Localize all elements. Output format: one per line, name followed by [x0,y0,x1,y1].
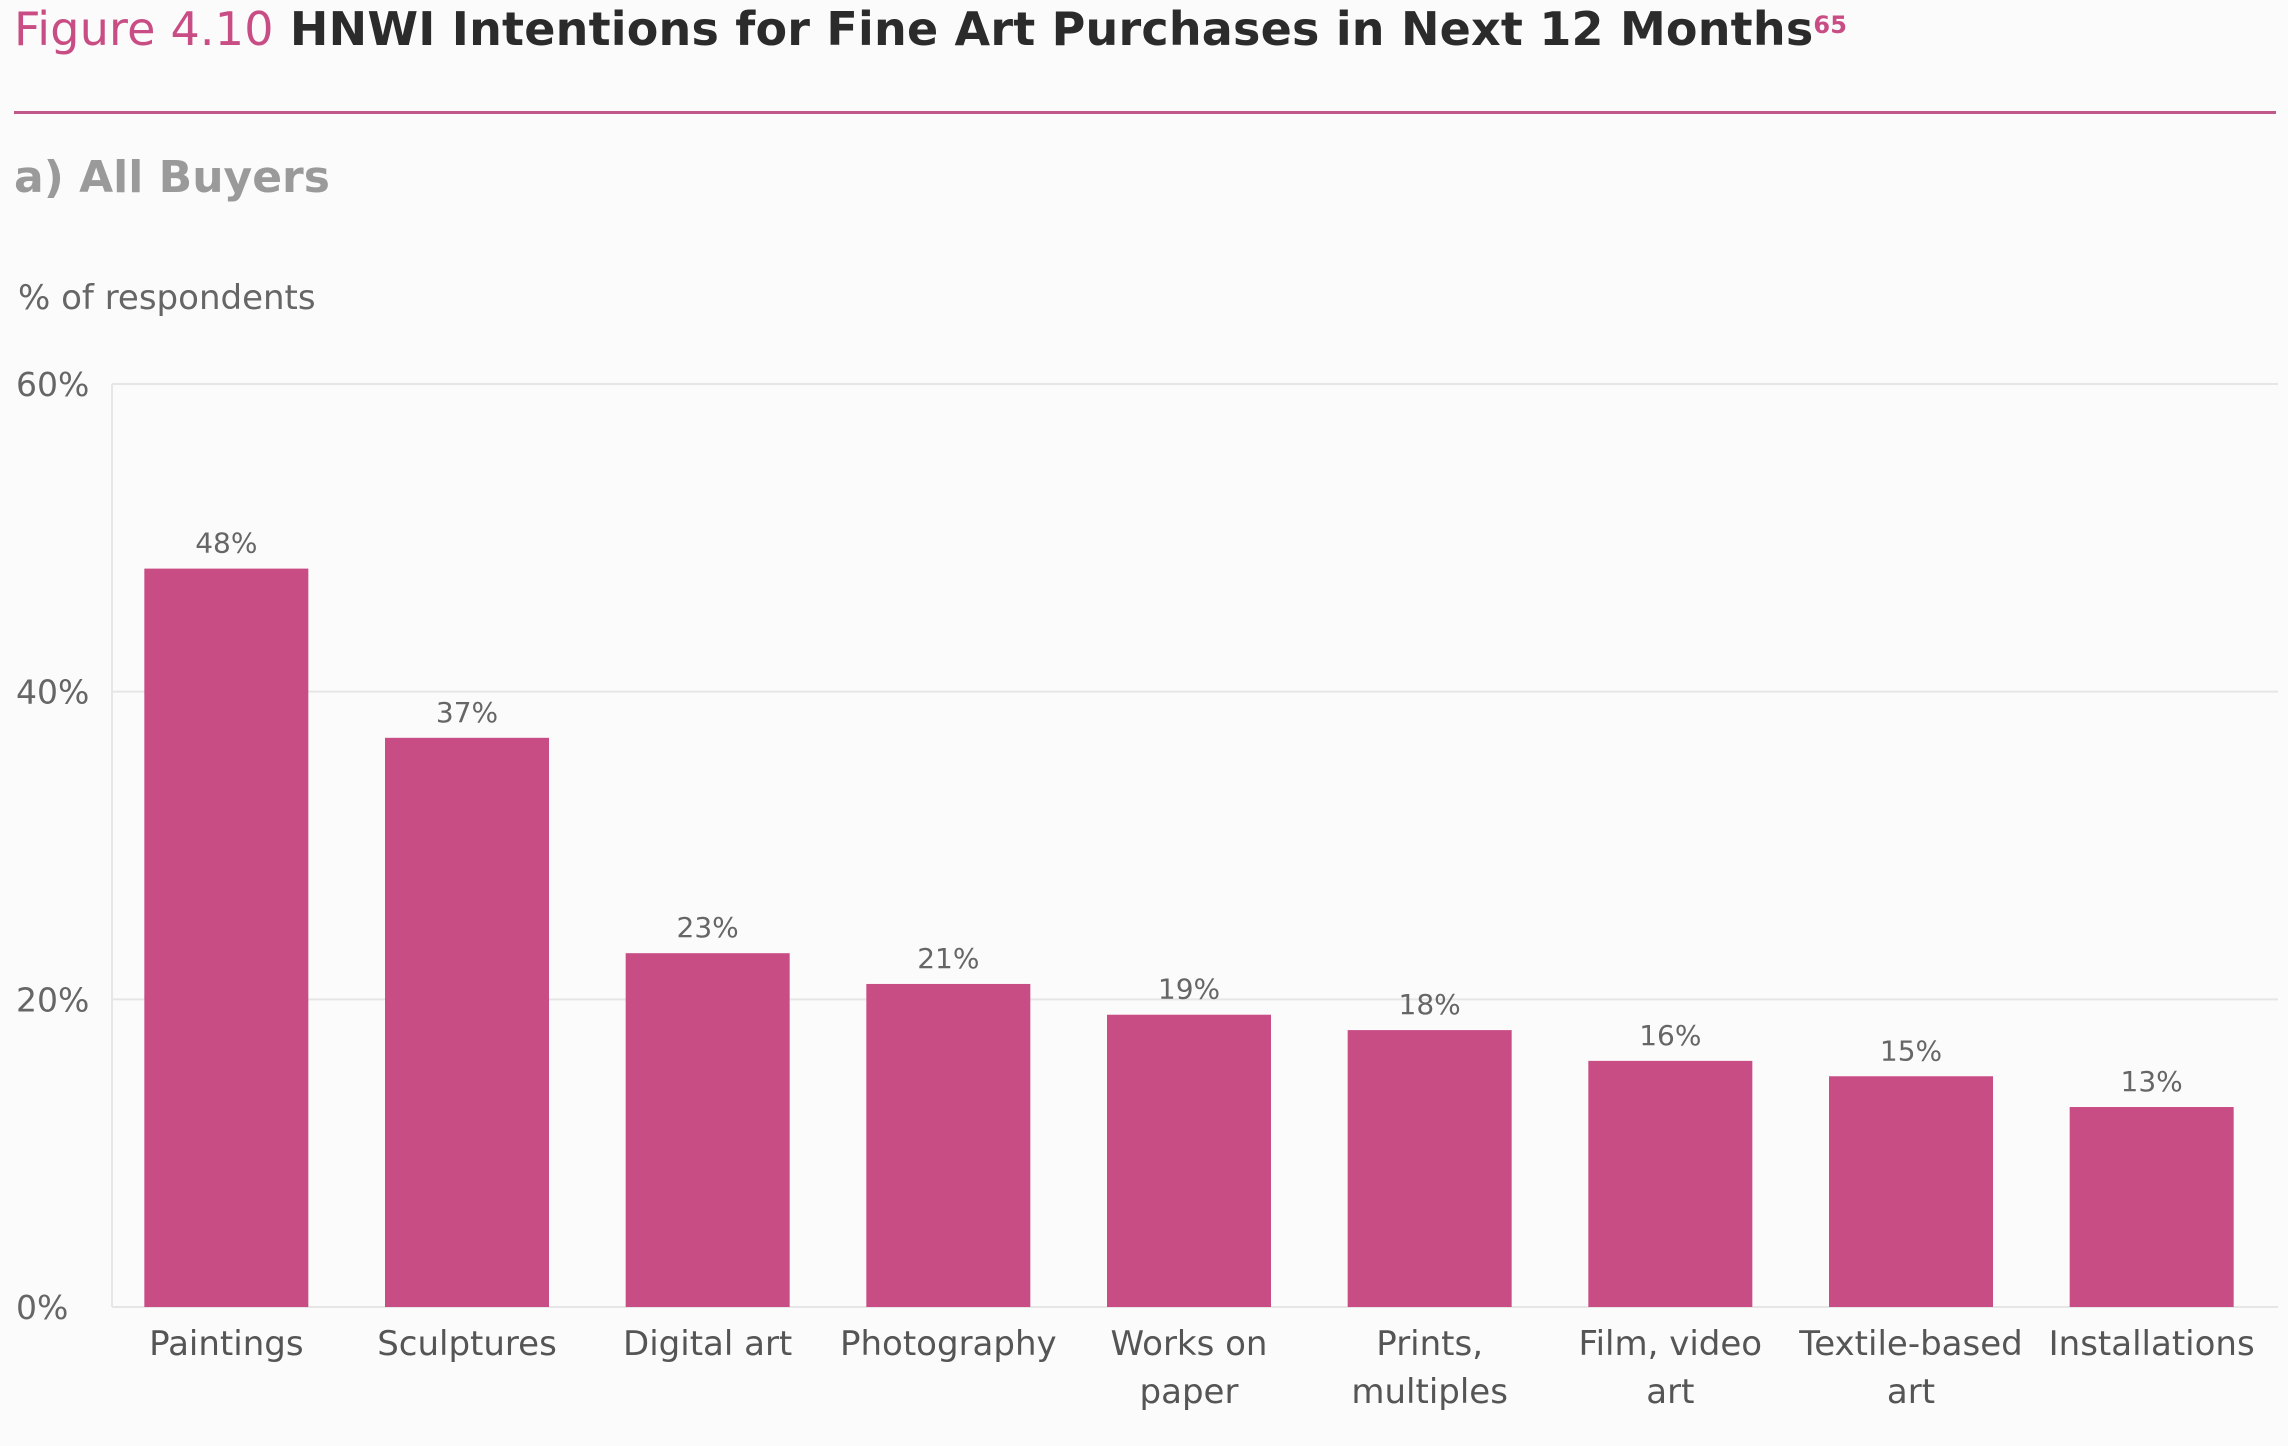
category-label: Paintings [149,1324,303,1364]
data-label: 16% [1639,1019,1701,1052]
data-label: 15% [1880,1034,1942,1067]
category-label: Works on paper [1111,1324,1268,1412]
bar [144,568,309,1307]
chart-subtitle: a) All Buyers [14,152,330,203]
category-label: Film, video art [1579,1324,1763,1412]
y-axis-ticks: 0% 20% 40% 60% [16,365,89,1327]
bar [625,953,790,1307]
bars [144,568,2234,1307]
data-label: 21% [917,942,979,975]
bar [1588,1060,1753,1307]
bar [385,737,549,1307]
data-label: 23% [677,911,739,944]
y-tick-label: 0% [16,1288,68,1327]
category-label: Installations [2049,1324,2255,1364]
title-divider [14,111,2276,114]
bar [866,983,1031,1307]
y-axis-label: % of respondents [18,278,316,318]
bar [1347,1030,1512,1307]
chart-title: HNWI Intentions for Fine Art Purchases i… [289,2,1814,56]
category-label: Photography [840,1324,1057,1364]
category-labels: Paintings Sculptures Digital art Photograph… [149,1324,2255,1412]
data-label: 13% [2121,1065,2183,1098]
data-label: 18% [1399,988,1461,1021]
data-label: 19% [1158,973,1220,1006]
bar [2069,1107,2234,1307]
y-tick-label: 20% [16,980,89,1019]
data-label: 48% [195,527,257,560]
footnote-superscript: 65 [1813,10,1848,39]
y-tick-label: 60% [16,365,89,404]
bar [1829,1076,1993,1307]
figure-label: Figure 4.10 [14,2,274,56]
data-label: 37% [436,696,498,729]
bar [1107,1014,1271,1307]
category-label: Textile-based art [1798,1324,2022,1412]
data-labels: 48% 37% 23% 21% 19% 18% 16% 15% 13% [195,527,2183,1098]
category-label: Sculptures [377,1324,557,1364]
category-label: Prints, multiples [1351,1324,1508,1412]
category-label: Digital art [623,1324,792,1364]
figure-title: Figure 4.10 HNWI Intentions for Fine Art… [14,2,1847,56]
y-tick-label: 40% [16,673,89,712]
